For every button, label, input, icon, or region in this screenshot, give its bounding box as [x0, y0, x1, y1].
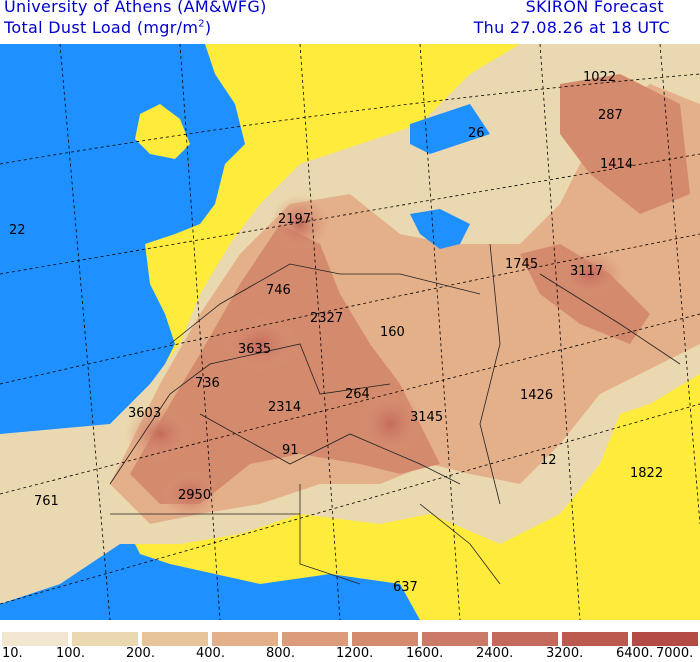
map-label: 1414 — [600, 157, 633, 172]
land-scandinavia — [255, 44, 330, 84]
legend-tick-label: 7000. — [656, 646, 694, 661]
product-title-exponent: 2 — [198, 18, 205, 30]
map-label: 2197 — [278, 212, 311, 227]
legend-tick-label: 800. — [266, 646, 295, 661]
map-label: 3635 — [238, 342, 271, 357]
map-label: 3117 — [570, 264, 603, 279]
dust-core-5 — [355, 389, 425, 459]
dust-core-3 — [160, 469, 220, 519]
product-title-prefix: Total Dust Load (mgr/m — [4, 18, 199, 37]
map-label: 637 — [393, 580, 418, 595]
legend-tick-label: 100. — [56, 646, 85, 661]
eastern-mediterranean — [410, 209, 470, 249]
country-borders — [109, 243, 681, 585]
map-label: 264 — [345, 387, 370, 402]
legend-tick-label: 6400. — [616, 646, 654, 661]
product-title: Total Dust Load (mgr/m2) — [4, 18, 211, 37]
institution-title: University of Athens (AM&WFG) — [4, 0, 267, 16]
dust-plume-dense-ne — [560, 74, 690, 214]
legend-swatch — [212, 632, 278, 646]
dust-core-1 — [220, 314, 300, 374]
legend-tick-label: 400. — [196, 646, 225, 661]
dust-core-2 — [125, 404, 195, 464]
map-label: 761 — [34, 494, 59, 509]
map-label: 1426 — [520, 388, 553, 403]
legend-tick-label: 2400. — [476, 646, 514, 661]
legend-tick-label: 1200. — [336, 646, 374, 661]
map-label: 2950 — [178, 488, 211, 503]
map-label: 1822 — [630, 466, 663, 481]
valid-time: Thu 27.08.26 at 18 UTC — [473, 18, 670, 37]
color-legend: 10. 100. 200. 400. 800. 1200. 1600. 2400. 3200. 6… — [0, 628, 700, 662]
model-title: SKIRON Forecast — [525, 0, 664, 16]
dust-core-4 — [270, 194, 330, 254]
legend-swatch — [562, 632, 628, 646]
legend-swatch — [72, 632, 138, 646]
legend-tick-label: 1600. — [406, 646, 444, 661]
map-label: 3145 — [410, 410, 443, 425]
legend-swatch — [352, 632, 418, 646]
map-label: 736 — [195, 376, 220, 391]
map-label: 91 — [282, 443, 299, 458]
graticule — [0, 44, 700, 620]
map-label: 746 — [266, 283, 291, 298]
map-label: 2314 — [268, 400, 301, 415]
legend-swatch — [2, 632, 68, 646]
map-label: 2327 — [310, 311, 343, 326]
legend-tick-label: 10. — [2, 646, 23, 661]
legend-tick-label: 200. — [126, 646, 155, 661]
legend-swatch — [632, 632, 698, 646]
map-label: 12 — [540, 453, 557, 468]
dust-core-6 — [555, 249, 625, 299]
legend-swatch — [282, 632, 348, 646]
map-label: 160 — [380, 325, 405, 340]
legend-swatch — [422, 632, 488, 646]
legend-tick-label: 3200. — [546, 646, 584, 661]
land-britain — [135, 104, 190, 159]
product-title-suffix: ) — [204, 18, 212, 37]
map-label: 3603 — [128, 406, 161, 421]
map-label: 22 — [9, 223, 26, 238]
map-label: 1745 — [505, 257, 538, 272]
legend-swatch — [142, 632, 208, 646]
map-label: 287 — [598, 108, 623, 123]
map-label: 1022 — [583, 70, 616, 85]
map-label: 26 — [468, 126, 485, 141]
black-sea — [410, 104, 490, 154]
dust-load-map: 1022 287 26 1414 22 2197 1745 3117 746 2… — [0, 44, 700, 620]
legend-swatch — [492, 632, 558, 646]
